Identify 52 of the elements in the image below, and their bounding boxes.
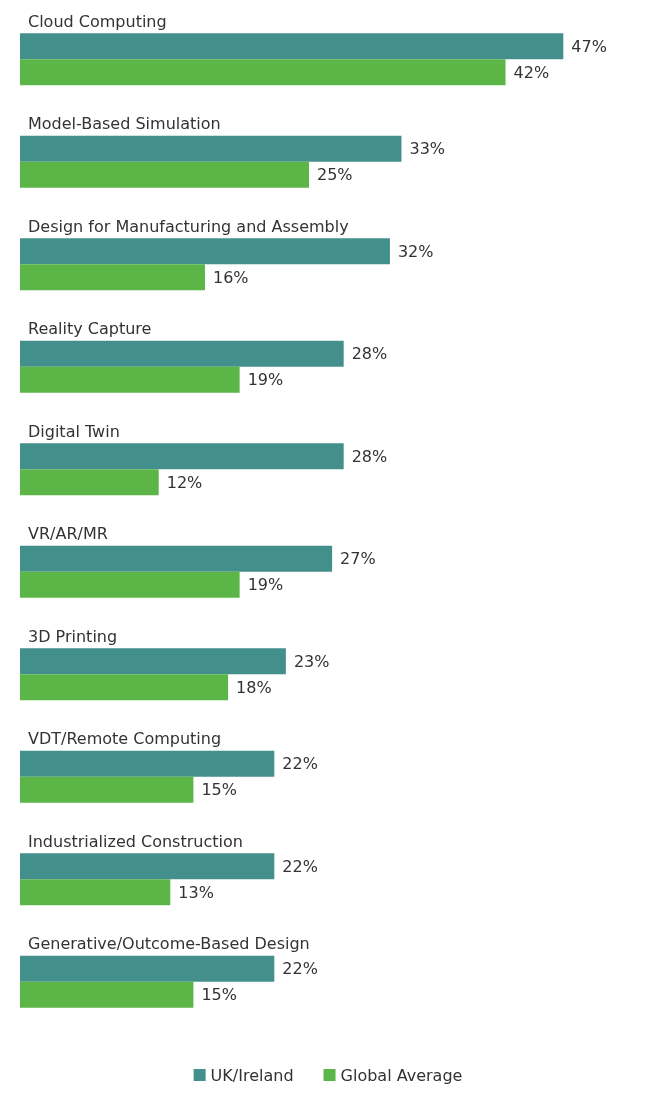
data-label: 42% <box>513 62 550 82</box>
data-label: 23% <box>293 651 330 671</box>
bar <box>20 238 390 265</box>
data-label: 13% <box>178 882 214 902</box>
data-label: 15% <box>201 985 237 1005</box>
data-label: 47% <box>571 36 607 56</box>
y-tick-label: Model-Based Simulation <box>28 114 221 134</box>
bar <box>20 59 506 86</box>
bar <box>20 955 275 982</box>
y-tick-label: Generative/Outcome-Based Design <box>28 934 310 954</box>
legend-label: Global Average <box>340 1065 463 1085</box>
bar <box>20 674 229 701</box>
bar <box>20 264 205 291</box>
data-label: 22% <box>282 959 318 979</box>
bar <box>20 853 275 880</box>
y-tick-label: Reality Capture <box>28 319 152 339</box>
legend-label: UK/Ireland <box>210 1065 294 1085</box>
data-label: 25% <box>317 165 353 185</box>
data-label: 22% <box>282 754 318 774</box>
bar <box>20 33 564 60</box>
bar <box>20 366 240 393</box>
bar <box>20 750 275 777</box>
bar <box>20 340 344 367</box>
y-tick-label: Cloud Computing <box>28 11 167 31</box>
y-tick-label: Digital Twin <box>28 421 120 441</box>
bar <box>20 776 194 803</box>
data-label: 28% <box>351 344 388 364</box>
y-tick-label: Design for Manufacturing and Assembly <box>28 216 349 236</box>
data-label: 16% <box>212 267 249 287</box>
bar <box>20 981 194 1008</box>
y-tick-label: VDT/Remote Computing <box>28 729 222 749</box>
data-label: 32% <box>397 241 434 261</box>
data-label: 18% <box>236 677 272 697</box>
data-label: 27% <box>340 549 376 569</box>
bar <box>20 443 344 470</box>
data-label: 12% <box>166 472 203 492</box>
bar <box>20 545 333 572</box>
y-tick-label: 3D Printing <box>28 626 118 646</box>
bar <box>20 135 402 162</box>
bar <box>20 648 286 675</box>
data-label: 28% <box>351 446 388 466</box>
y-tick-label: VR/AR/MR <box>28 524 108 544</box>
data-label: 15% <box>201 780 237 800</box>
data-label: 22% <box>282 856 318 876</box>
bar <box>20 161 309 188</box>
bar <box>20 469 159 496</box>
data-label: 19% <box>247 370 284 390</box>
bar <box>20 571 240 598</box>
bar <box>20 879 171 906</box>
data-label: 19% <box>247 575 284 595</box>
y-tick-label: Industrialized Construction <box>28 831 243 851</box>
data-label: 33% <box>409 139 446 159</box>
